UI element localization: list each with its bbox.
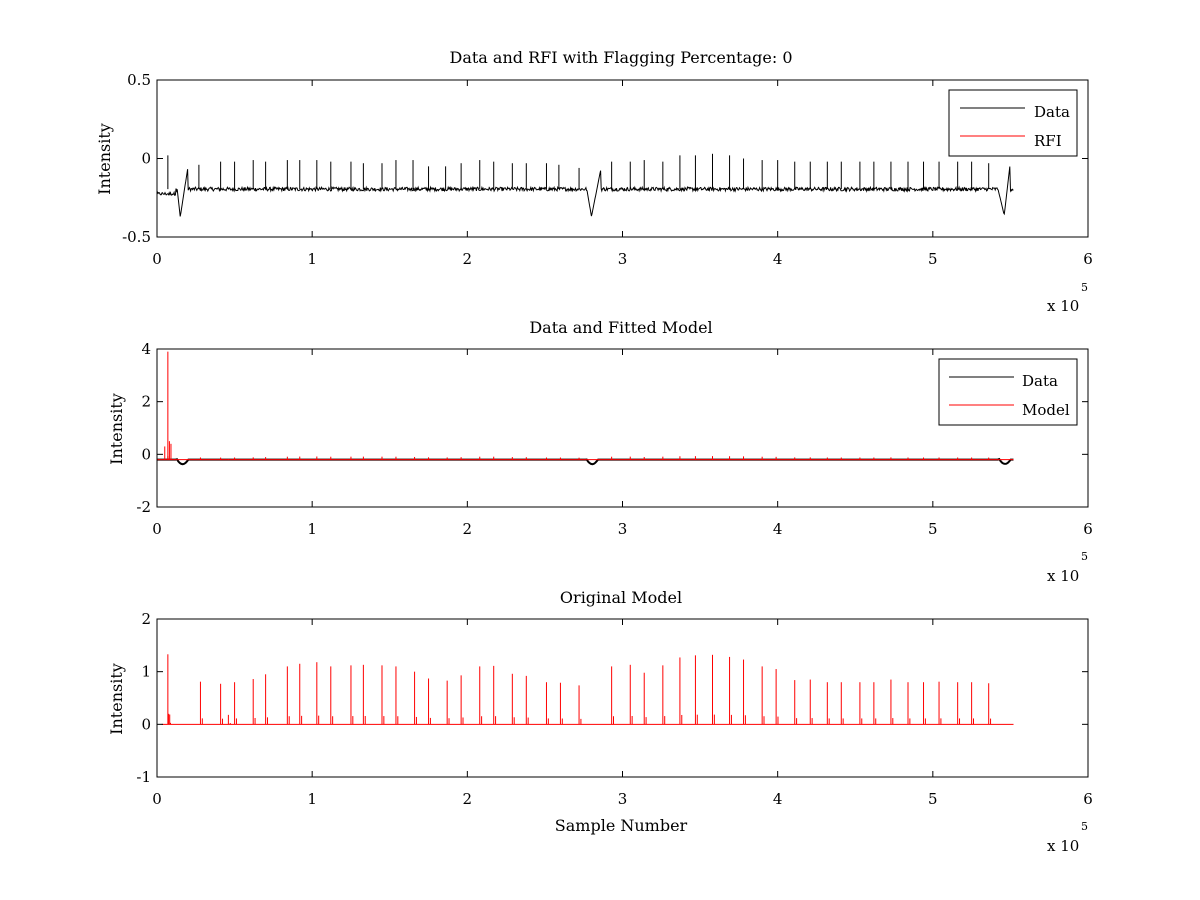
subplot-2-xtick-label: 4: [773, 520, 783, 538]
subplot-1-xtick-label: 6: [1083, 250, 1093, 268]
subplot-3-xtick-label: 2: [463, 790, 473, 808]
subplot-2-ytick-label: 2: [141, 393, 151, 411]
subplot-2-xtick-label: 1: [307, 520, 317, 538]
subplot-3-ylabel: Intensity: [107, 663, 126, 735]
subplot-2-x-multiplier: x 10 5: [1047, 550, 1088, 585]
subplot-1-ytick-label: -0.5: [122, 228, 151, 246]
subplot-2-ytick-label: -2: [136, 498, 151, 516]
subplot-1-title: Data and RFI with Flagging Percentage: 0: [449, 48, 792, 67]
subplot-3-xtick-label: 0: [152, 790, 162, 808]
subplot-3-xlabel: Sample Number: [555, 816, 688, 835]
subplot-2-legend-model-label: Model: [1022, 401, 1070, 419]
subplot-3-title: Original Model: [560, 588, 682, 607]
subplot-1-xtick-label: 3: [618, 250, 628, 268]
subplot-1-x-multiplier-exponent: 5: [1081, 281, 1088, 294]
subplot-2-x-multiplier-base: x 10: [1047, 567, 1079, 585]
subplot-2-title: Data and Fitted Model: [529, 318, 712, 337]
subplot-1-xtick-label: 2: [463, 250, 473, 268]
subplot-3-ytick-label: -1: [136, 768, 151, 786]
subplot-1-legend-box: [948, 89, 1078, 157]
subplot-2-xtick-label: 2: [463, 520, 473, 538]
subplot-2-xtick-label: 0: [152, 520, 162, 538]
subplot-1-legend: Data RFI: [948, 89, 1078, 157]
subplot-3-xtick-label: 3: [618, 790, 628, 808]
subplot-1-ytick-label: 0.5: [127, 71, 151, 89]
subplot-data-and-fitted-model: Data and Fitted Model Intensity 0 1 2 3 4 5 6 -…: [107, 318, 1093, 585]
subplot-3-ytick-label: 2: [141, 610, 151, 628]
subplot-3-xtick-label: 5: [928, 790, 938, 808]
subplot-2-legend-data-label: Data: [1022, 372, 1058, 390]
subplot-2-series-model: [157, 351, 1014, 461]
subplot-1-xtick-label: 0: [152, 250, 162, 268]
subplot-3-x-multiplier: x 10 5: [1047, 820, 1088, 855]
subplot-1-x-multiplier-base: x 10: [1047, 297, 1079, 315]
subplot-1-xtick-label: 5: [928, 250, 938, 268]
subplot-2-legend-box: [938, 358, 1078, 426]
subplot-1-xtick-label: 1: [307, 250, 317, 268]
subplot-2-ytick-label: 0: [141, 445, 151, 463]
subplot-3-ytick-label: 1: [141, 663, 151, 681]
subplot-1-series-data: [156, 153, 1014, 217]
subplot-3-ytick-label: 0: [141, 715, 151, 733]
subplot-1-xtick-label: 4: [773, 250, 783, 268]
subplot-1-x-multiplier: x 10 5: [1047, 281, 1088, 315]
subplot-3-xtick-label: 6: [1083, 790, 1093, 808]
subplot-data-and-rfi: Data and RFI with Flagging Percentage: 0…: [95, 48, 1093, 315]
subplot-2-legend: Data Model: [938, 358, 1078, 426]
subplot-3-xtick-label: 4: [773, 790, 783, 808]
subplot-2-ylabel: Intensity: [107, 393, 126, 465]
subplot-1-data-trace: [156, 166, 1014, 217]
subplot-3-x-multiplier-exponent: 5: [1081, 820, 1088, 833]
subplot-1-ytick-label: 0: [141, 150, 151, 168]
subplot-2-xtick-label: 3: [618, 520, 628, 538]
subplot-3-series-model: [161, 654, 1014, 725]
subplot-3-x-multiplier-base: x 10: [1047, 837, 1079, 855]
subplot-2-x-multiplier-exponent: 5: [1081, 550, 1088, 563]
subplot-2-ytick-label: 4: [141, 340, 151, 358]
subplot-3-xtick-label: 1: [307, 790, 317, 808]
subplot-1-legend-rfi-label: RFI: [1034, 132, 1062, 150]
subplot-2-xtick-label: 6: [1083, 520, 1093, 538]
subplot-1-legend-data-label: Data: [1034, 103, 1070, 121]
subplot-2-xtick-label: 5: [928, 520, 938, 538]
subplot-1-ylabel: Intensity: [95, 123, 114, 195]
